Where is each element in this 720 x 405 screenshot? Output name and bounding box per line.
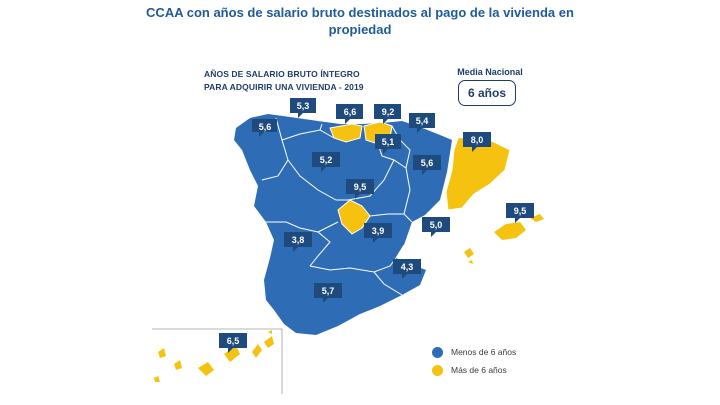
badge-galicia: 5,6 [252, 119, 277, 137]
badge-aragon: 5,6 [413, 155, 441, 175]
legend-dot-above [432, 364, 443, 376]
badge-madrid: 9,5 [346, 179, 374, 199]
legend-label-above: Más de 6 años [451, 365, 507, 375]
legend-label-below: Menos de 6 años [451, 347, 517, 357]
badge-la-rioja: 5,1 [375, 134, 401, 154]
badge-asturias: 5,3 [290, 98, 316, 118]
badge-castilla-y-leon: 5,2 [312, 152, 340, 172]
badge-castilla-la-mancha: 3,9 [364, 223, 392, 243]
value-madrid: 9,5 [354, 182, 367, 192]
region-baleares-ibiza [464, 248, 474, 258]
value-castilla-la-mancha: 3,9 [372, 226, 385, 236]
map-subtitle-line2: PARA ADQUIRIR UNA VIVIENDA - 2019 [204, 82, 364, 92]
region-baleares-mallorca [494, 222, 526, 240]
canarias-inset-frame [152, 328, 283, 394]
badge-comunidad-valenciana: 5,0 [422, 217, 450, 237]
value-cataluna: 8,0 [471, 135, 484, 145]
region-baleares-menorca [530, 214, 544, 222]
value-pais-vasco: 9,2 [382, 107, 395, 117]
badge-extremadura: 3,8 [284, 232, 312, 252]
value-andalucia: 5,7 [322, 286, 335, 296]
badge-pais-vasco: 9,2 [374, 104, 401, 124]
badge-canarias: 6,5 [219, 333, 247, 353]
region-baleares-formentera [468, 260, 473, 264]
value-galicia: 5,6 [259, 122, 272, 132]
badge-baleares: 9,5 [506, 203, 534, 223]
value-la-rioja: 5,1 [382, 137, 395, 147]
badge-cantabria: 6,6 [336, 104, 363, 124]
badge-murcia: 4,3 [393, 259, 421, 279]
value-navarra: 5,4 [416, 116, 429, 126]
value-extremadura: 3,8 [292, 235, 305, 245]
value-aragon: 5,6 [421, 158, 434, 168]
value-murcia: 4,3 [401, 262, 414, 272]
region-cataluna [445, 135, 511, 211]
value-castilla-y-leon: 5,2 [320, 155, 333, 165]
national-average-label: Media Nacional [457, 67, 523, 77]
page-title: CCAA con años de salario bruto destinado… [146, 5, 574, 37]
region-borders [261, 117, 413, 296]
value-baleares: 9,5 [514, 206, 527, 216]
badge-navarra: 5,4 [409, 113, 435, 133]
legend-item-above: Más de 6 años [432, 361, 516, 379]
value-cantabria: 6,6 [344, 107, 357, 117]
value-comunidad-valenciana: 5,0 [430, 220, 443, 230]
legend-dot-below [432, 346, 443, 358]
value-canarias: 6,5 [227, 336, 240, 346]
map-subtitle: AÑOS DE SALARIO BRUTO ÍNTEGRO PARA ADQUI… [204, 68, 404, 94]
map-subtitle-line1: AÑOS DE SALARIO BRUTO ÍNTEGRO [204, 69, 360, 79]
badge-cataluna: 8,0 [463, 132, 491, 152]
region-madrid [337, 199, 371, 235]
legend: Menos de 6 años Más de 6 años [432, 343, 516, 379]
value-asturias: 5,3 [297, 101, 310, 111]
legend-item-below: Menos de 6 años [432, 343, 516, 361]
region-canarias [154, 330, 274, 382]
national-average-value: 6 años [458, 80, 516, 106]
badge-andalucia: 5,7 [314, 283, 342, 303]
